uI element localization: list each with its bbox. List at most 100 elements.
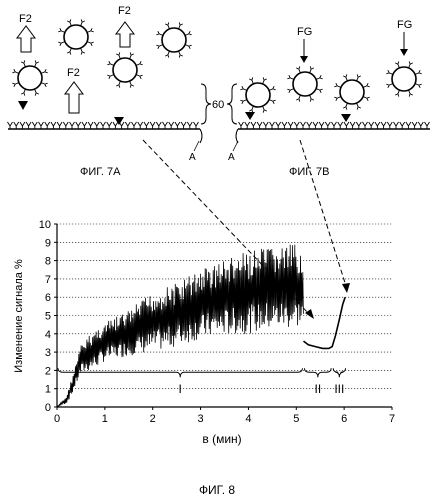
fig7b-receptors — [239, 122, 430, 129]
y-tick-label: 6 — [45, 292, 51, 304]
x-tick-labels: 01234567 — [54, 407, 395, 425]
x-tick-label: 7 — [389, 413, 395, 425]
receptor-icon — [276, 122, 281, 129]
receptor-icon — [181, 122, 186, 129]
receptor-icon — [301, 122, 306, 129]
fig7a-diagram: F2 F2 F2 A ФИГ. 7А — [8, 5, 203, 178]
receptor-icon — [88, 122, 93, 129]
phase-label: II — [314, 382, 321, 396]
label-a-leader-right — [233, 141, 238, 151]
x-tick-label: 2 — [150, 413, 156, 425]
receptor-icon — [39, 122, 44, 129]
y-tick-label: 7 — [45, 274, 51, 286]
y-tick-label: 4 — [45, 329, 51, 341]
receptor-icon — [344, 122, 349, 129]
receptor-icon — [394, 122, 399, 129]
x-tick-label: 3 — [198, 413, 204, 425]
y-tick-labels: 012345678910 — [39, 219, 57, 414]
signal-chart: 012345678910 01234567 IIIIII Изменение с… — [13, 219, 395, 446]
receptor-icon — [319, 122, 324, 129]
fig7a-particles — [12, 19, 191, 95]
fig7a-caption: ФИГ. 7А — [80, 166, 121, 178]
signal-tail — [304, 297, 346, 348]
phase-label: I — [179, 382, 182, 396]
particle-icon — [287, 66, 322, 101]
receptor-icon — [282, 122, 287, 129]
particle-icon — [156, 22, 191, 57]
y-tick-label: 9 — [45, 237, 51, 249]
receptor-icon — [163, 122, 168, 129]
y-tick-label: 8 — [45, 256, 51, 268]
receptor-icon — [270, 122, 275, 129]
receptor-icon — [239, 122, 244, 129]
receptor-icon — [251, 122, 256, 129]
receptor-icon — [418, 122, 423, 129]
receptor-icon — [381, 122, 386, 129]
receptor-icon — [63, 122, 68, 129]
receptor-icon — [356, 122, 361, 129]
receptor-icon — [169, 122, 174, 129]
receptor-icon — [82, 122, 87, 129]
f2-label-1: F2 — [19, 13, 32, 25]
receptor-icon — [406, 122, 411, 129]
x-tick-label: 4 — [245, 413, 251, 425]
fig7b-caption: ФИГ. 7В — [289, 166, 329, 178]
receptor-icon — [76, 122, 81, 129]
receptor-icon — [8, 122, 13, 129]
fg-arrow-1 — [300, 39, 308, 63]
y-tick-label: 5 — [45, 311, 51, 323]
x-tick-label: 6 — [341, 413, 347, 425]
f2-arrow-2 — [65, 82, 83, 113]
receptor-icon — [175, 122, 180, 129]
receptor-icon — [57, 122, 62, 129]
receptor-icon — [107, 122, 112, 129]
receptor-icon — [307, 122, 312, 129]
fg-arrow-2 — [400, 32, 408, 56]
receptor-icon — [125, 122, 130, 129]
fig7b-diagram: FG FG A ФИГ. 7В — [228, 19, 430, 178]
receptor-icon — [338, 122, 343, 129]
receptor-icon — [70, 122, 75, 129]
receptor-icon — [332, 122, 337, 129]
label-a-right: A — [228, 152, 235, 163]
fig7b-particles — [240, 61, 421, 112]
receptor-icon — [113, 122, 118, 129]
particle-bound-icon — [334, 74, 369, 109]
phase-braces: IIIIII — [58, 368, 346, 396]
receptor-icon — [156, 122, 161, 129]
receptor-icon — [313, 122, 318, 129]
f2-arrow-1 — [17, 26, 35, 52]
y-tick-label: 10 — [39, 219, 51, 231]
receptor-icon — [387, 122, 392, 129]
y-tick-label: 0 — [45, 402, 51, 414]
analyte-marker-b1 — [245, 112, 255, 120]
receptor-icon — [400, 122, 405, 129]
leader-fig7b-head — [342, 283, 350, 293]
particle-icon — [386, 61, 421, 96]
f2-label-2: F2 — [67, 67, 80, 79]
label-a-left: A — [189, 152, 196, 163]
receptor-icon — [294, 122, 299, 129]
receptor-icon — [132, 122, 137, 129]
fg-label-2: FG — [397, 19, 412, 31]
receptor-icon — [51, 122, 56, 129]
receptor-icon — [26, 122, 31, 129]
receptor-icon — [257, 122, 262, 129]
gap-brace: 60 — [201, 84, 237, 124]
analyte-marker-b2 — [341, 114, 351, 122]
receptor-icon — [245, 122, 250, 129]
receptor-icon — [288, 122, 293, 129]
receptor-icon — [101, 122, 106, 129]
receptor-icon — [194, 122, 199, 129]
receptor-icon — [14, 122, 19, 129]
receptor-icon — [412, 122, 417, 129]
receptor-icon — [325, 122, 330, 129]
particle-bound-icon — [240, 77, 275, 112]
label-a-leader-left — [194, 141, 199, 151]
phase-brace — [333, 368, 345, 377]
receptor-icon — [32, 122, 37, 129]
receptor-icon — [45, 122, 50, 129]
f2-arrow-3 — [116, 22, 134, 47]
particle-bound-icon — [12, 60, 47, 95]
